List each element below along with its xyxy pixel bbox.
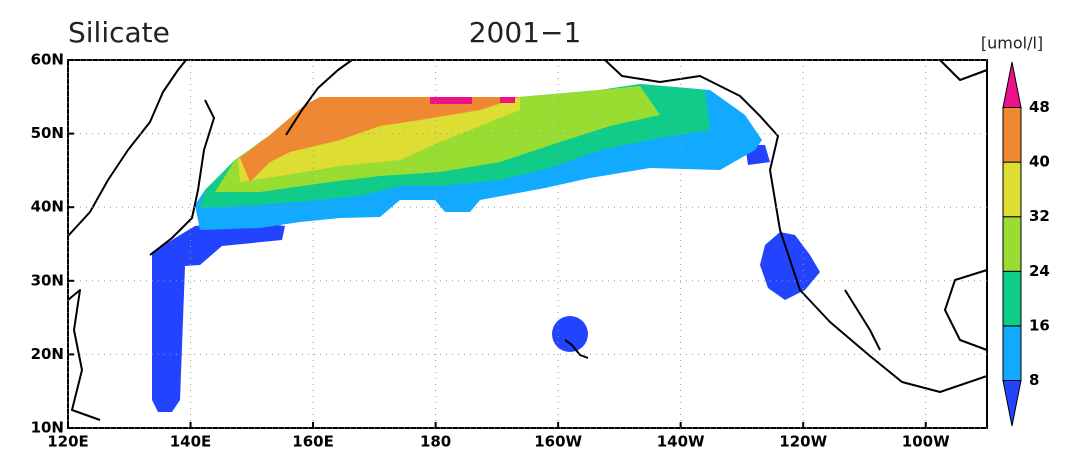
subtitle: 2001−1 bbox=[469, 16, 582, 49]
y-tick-label: 40N bbox=[31, 198, 64, 216]
field-region bbox=[430, 97, 472, 104]
title: Silicate bbox=[68, 16, 170, 49]
colorbar-label: 8 bbox=[1029, 371, 1039, 389]
x-tick-label: 100W bbox=[902, 433, 950, 451]
colorbar-label: 16 bbox=[1029, 316, 1050, 334]
colorbar-segment bbox=[1002, 161, 1022, 218]
coastline bbox=[944, 269, 988, 351]
unit-label: [umol/l] bbox=[981, 34, 1043, 53]
colorbar-segment bbox=[1002, 270, 1022, 327]
coastline bbox=[604, 59, 988, 393]
coastline bbox=[844, 289, 881, 351]
x-tick-label: 140W bbox=[657, 433, 705, 451]
colorbar-under bbox=[1002, 380, 1022, 427]
x-tick-label: 120W bbox=[779, 433, 827, 451]
colorbar-over bbox=[1002, 61, 1022, 108]
coastline bbox=[149, 99, 215, 256]
map-frame bbox=[67, 59, 988, 429]
colorbar-segment bbox=[1002, 107, 1022, 163]
y-tick-label: 60N bbox=[31, 51, 64, 69]
colorbar-label: 24 bbox=[1029, 262, 1050, 280]
field-region bbox=[152, 220, 285, 412]
x-tick-label: 120E bbox=[47, 433, 89, 451]
y-tick-label: 30N bbox=[31, 271, 64, 289]
x-tick-label: 160W bbox=[534, 433, 582, 451]
y-tick-label: 10N bbox=[31, 419, 64, 437]
field-region bbox=[760, 232, 820, 300]
colorbar-label: 32 bbox=[1029, 207, 1050, 225]
y-tick-label: 20N bbox=[31, 345, 64, 363]
colorbar-segment bbox=[1002, 325, 1022, 381]
field-region bbox=[500, 97, 515, 103]
colorbar-label: 48 bbox=[1029, 98, 1050, 116]
coastline bbox=[285, 59, 353, 136]
field-region bbox=[552, 316, 588, 352]
x-tick-label: 160E bbox=[292, 433, 334, 451]
coastlines bbox=[67, 59, 988, 421]
colorbar-label: 40 bbox=[1029, 153, 1050, 171]
x-tick-label: 140E bbox=[170, 433, 212, 451]
colorbar-segment bbox=[1002, 216, 1022, 272]
field-region bbox=[240, 97, 520, 182]
x-tick-label: 180 bbox=[420, 433, 451, 451]
coastline bbox=[67, 59, 187, 237]
coastline bbox=[564, 339, 589, 359]
coastline bbox=[939, 59, 988, 81]
data-field bbox=[152, 84, 820, 412]
y-tick-label: 50N bbox=[31, 124, 64, 142]
coastline bbox=[67, 289, 101, 421]
